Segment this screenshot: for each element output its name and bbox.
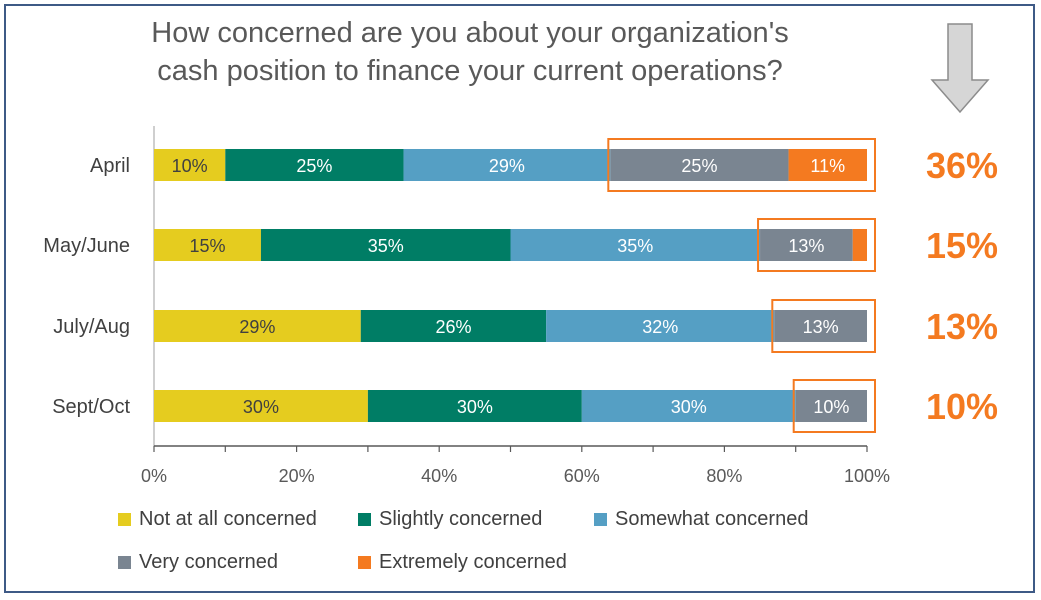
data-label: 30% [243,397,279,417]
category-label: Sept/Oct [52,396,130,418]
data-label: 35% [368,236,404,256]
category-label: May/June [43,235,130,257]
x-tick-label: 40% [421,466,457,486]
bar-segment [610,149,789,181]
x-tick-label: 60% [564,466,600,486]
data-label: 13% [803,317,839,337]
legend-label: Extremely concerned [379,551,567,573]
bar-segment [774,310,867,342]
data-label: 30% [671,397,707,417]
legend-label: Slightly concerned [379,508,543,530]
legend-item: Not at all concerned [118,508,317,531]
category-label: April [90,155,130,177]
legend-label: Somewhat concerned [615,508,809,530]
bar-segment [360,310,547,342]
bar-segment [154,229,261,261]
data-label: 32% [642,317,678,337]
bar-segment [760,229,853,261]
x-tick-label: 0% [141,466,167,486]
bar-segment [546,310,775,342]
data-label: 13% [788,236,824,256]
x-tick-label: 80% [706,466,742,486]
data-label: 29% [489,156,525,176]
bar-segment [154,310,361,342]
legend-item: Slightly concerned [358,508,542,531]
bar-segment [225,149,404,181]
chart-title: How concerned are you about your organiz… [40,14,900,90]
x-tick-label: 20% [279,466,315,486]
highlight-total: 36% [926,145,998,186]
legend-swatch [358,513,371,526]
down-arrow-icon [930,23,990,114]
highlight-total: 10% [926,386,998,427]
data-label: 30% [457,397,493,417]
legend-item: Extremely concerned [358,551,567,574]
highlight-total: 13% [926,306,998,347]
legend-swatch [118,513,131,526]
data-label: 11% [810,156,845,176]
bar-segment [852,229,867,261]
highlight-box [792,379,877,433]
data-label: 10% [172,156,208,176]
legend-label: Not at all concerned [139,508,317,530]
x-tick-label: 100% [844,466,890,486]
bar-segment [581,390,796,422]
data-label: 25% [681,156,717,176]
bar-segment [154,149,226,181]
data-label: 35% [617,236,653,256]
data-label: 29% [239,317,275,337]
highlight-box [607,138,876,192]
bar-segment [788,149,867,181]
data-label: 10% [813,397,849,417]
bar-segment [260,229,511,261]
legend-swatch [358,556,371,569]
legend-item: Somewhat concerned [594,508,808,531]
bar-segment [367,390,582,422]
data-label: 15% [189,236,225,256]
legend-swatch [594,513,607,526]
category-label: July/Aug [53,316,130,338]
legend-item: Very concerned [118,551,278,574]
data-label: 25% [296,156,332,176]
legend-label: Very concerned [139,551,278,573]
highlight-box [757,218,876,272]
chart-frame [4,4,1035,593]
highlight-total: 15% [926,225,998,266]
bar-segment [403,149,611,181]
chart-title-line-2: cash position to finance your current op… [157,55,783,87]
highlight-box [771,299,876,353]
bar-segment [795,390,867,422]
bar-segment [510,229,761,261]
legend-swatch [118,556,131,569]
data-label: 26% [435,317,471,337]
chart-title-line-1: How concerned are you about your organiz… [151,17,789,49]
bar-segment [154,390,368,422]
